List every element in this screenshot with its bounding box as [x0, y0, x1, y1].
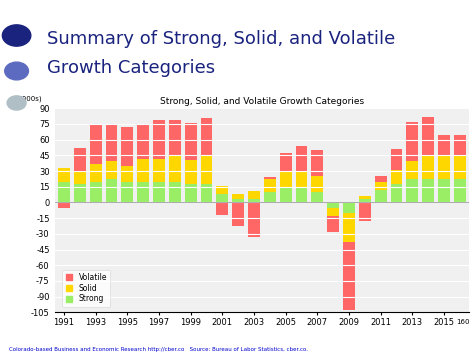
Bar — [216, 202, 228, 215]
Bar — [153, 181, 165, 202]
Bar — [248, 191, 260, 200]
Bar — [422, 117, 434, 157]
Bar — [391, 184, 402, 202]
Bar — [201, 118, 212, 157]
Bar — [438, 180, 450, 202]
Bar — [406, 160, 418, 180]
Bar — [185, 159, 197, 184]
Bar — [121, 166, 133, 181]
Bar — [327, 216, 339, 232]
Bar — [422, 157, 434, 180]
Bar — [248, 202, 260, 237]
Bar — [58, 181, 70, 202]
Bar — [264, 180, 276, 192]
Bar — [359, 196, 371, 200]
Bar — [216, 194, 228, 202]
Bar — [90, 164, 101, 181]
Bar — [58, 168, 70, 181]
Bar — [106, 160, 118, 180]
Bar — [295, 172, 308, 188]
Bar — [121, 127, 133, 166]
Bar — [311, 150, 323, 176]
Bar — [454, 157, 465, 180]
Bar — [295, 146, 308, 172]
Bar — [74, 148, 86, 171]
Bar — [153, 120, 165, 159]
Bar — [311, 192, 323, 202]
Text: 160: 160 — [456, 319, 469, 325]
Bar — [74, 171, 86, 184]
Bar — [374, 176, 387, 181]
Bar — [280, 153, 292, 172]
Bar — [454, 136, 465, 157]
Bar — [201, 157, 212, 184]
Bar — [406, 122, 418, 160]
Bar — [343, 202, 355, 213]
Bar — [264, 192, 276, 202]
Bar — [169, 120, 181, 157]
Bar — [153, 159, 165, 181]
Bar — [185, 184, 197, 202]
Bar — [391, 170, 402, 184]
Legend: Volatile, Solid, Strong: Volatile, Solid, Strong — [63, 269, 110, 306]
Text: Growth Categories: Growth Categories — [47, 59, 216, 77]
Bar — [201, 184, 212, 202]
Bar — [311, 176, 323, 192]
Bar — [327, 208, 339, 216]
Bar — [90, 125, 101, 164]
Bar — [280, 188, 292, 202]
Bar — [327, 202, 339, 208]
Bar — [137, 181, 149, 202]
Bar — [248, 200, 260, 202]
Bar — [438, 136, 450, 157]
Bar — [232, 200, 244, 202]
Bar — [232, 194, 244, 200]
Text: Summary of Strong, Solid, and Volatile: Summary of Strong, Solid, and Volatile — [47, 30, 396, 48]
Bar — [169, 157, 181, 181]
Bar — [264, 178, 276, 180]
Bar — [359, 202, 371, 221]
Bar — [216, 186, 228, 194]
Bar — [74, 184, 86, 202]
Bar — [374, 181, 387, 190]
Bar — [391, 149, 402, 170]
Bar — [121, 181, 133, 202]
Text: Colorado-based Business and Economic Research http://cber.co   Source: Bureau of: Colorado-based Business and Economic Res… — [9, 347, 309, 352]
Bar — [454, 180, 465, 202]
Bar — [422, 180, 434, 202]
Bar — [359, 200, 371, 202]
Title: Strong, Solid, and Volatile Growth Categories: Strong, Solid, and Volatile Growth Categ… — [160, 97, 364, 106]
Bar — [406, 180, 418, 202]
Text: (000s): (000s) — [19, 95, 42, 102]
Bar — [106, 180, 118, 202]
Bar — [295, 188, 308, 202]
Bar — [232, 202, 244, 225]
Bar — [58, 202, 70, 208]
Bar — [438, 157, 450, 180]
Bar — [280, 172, 292, 188]
Bar — [374, 190, 387, 202]
Bar — [185, 123, 197, 159]
Bar — [343, 242, 355, 310]
Bar — [137, 159, 149, 181]
Bar — [90, 181, 101, 202]
Bar — [343, 213, 355, 242]
Bar — [169, 181, 181, 202]
Bar — [137, 124, 149, 159]
Bar — [106, 124, 118, 160]
